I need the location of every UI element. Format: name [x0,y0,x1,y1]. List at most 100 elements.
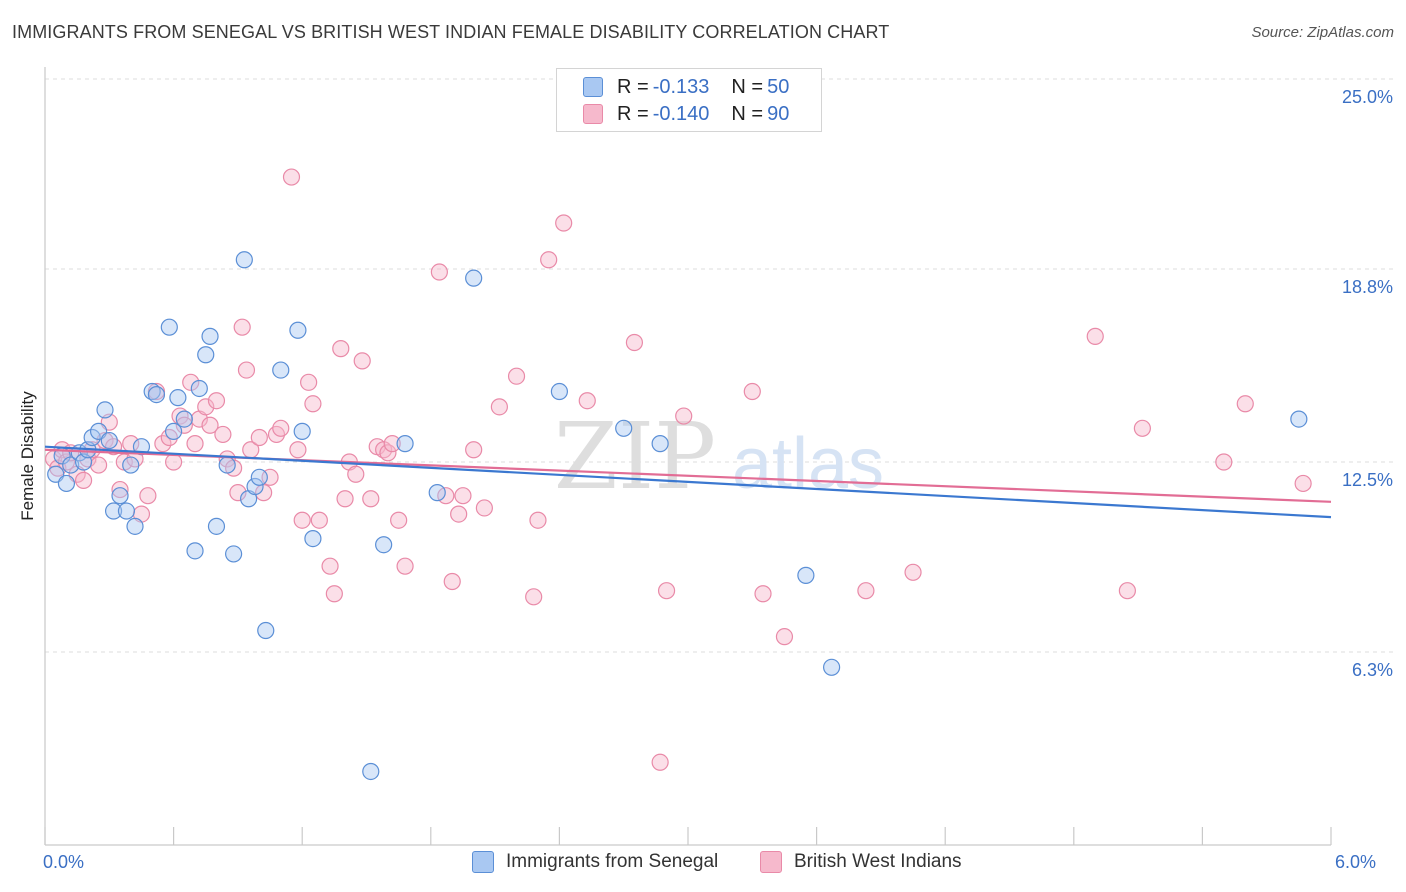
data-point [657,582,676,600]
data-point [197,398,215,416]
data-point [233,318,251,336]
data-point [428,484,446,502]
data-point [160,318,178,336]
data-point [362,490,380,508]
axes [44,67,1332,846]
data-point [229,484,247,502]
data-point [336,490,354,508]
data-point [250,428,268,447]
data-point [743,382,761,401]
y-axis-label: Female Disability [18,391,37,521]
data-point [375,536,393,554]
y-tick-label: 18.8% [1342,277,1393,297]
data-point [169,389,187,407]
data-point [383,435,401,453]
data-point [74,471,93,489]
data-point [186,435,204,453]
legend-label: Immigrants from Senegal [506,851,719,872]
x-tick-min: 0.0% [43,852,85,872]
data-point [111,487,129,505]
data-point [139,487,157,505]
data-point [117,502,136,520]
data-point [165,453,183,471]
data-point [207,517,226,535]
data-point [100,431,118,450]
data-point [625,333,644,352]
data-point [578,392,596,410]
data-point [1294,474,1312,493]
legend-swatch-blue [583,77,603,97]
data-point [165,422,183,440]
legend-swatch-pink [583,104,603,124]
source-label: Source: ZipAtlas.com [1251,24,1394,41]
data-point [237,361,256,379]
r-label: R = [617,102,649,125]
data-point [186,542,204,560]
data-point [246,477,264,496]
x-tick-max: 6.0% [1335,852,1377,872]
y-tick-label: 6.3% [1352,660,1393,680]
data-point [525,588,543,606]
data-point [257,621,275,640]
data-point [1215,453,1233,471]
data-point [396,557,414,575]
legend-item-senegal[interactable]: Immigrants from Senegal [472,851,718,873]
data-point [304,529,322,548]
data-point [122,456,140,474]
data-point [430,263,448,281]
data-point [465,441,483,459]
data-point [1236,395,1254,413]
data-point [465,269,483,287]
data-point [96,401,114,419]
data-point [235,251,253,269]
y-tick-label: 25.0% [1342,87,1393,107]
data-point [823,658,841,676]
data-point [1133,419,1151,437]
data-point [1290,410,1308,428]
data-point [225,545,243,563]
data-point [147,385,166,404]
data-point [1118,582,1136,600]
data-point [175,416,193,434]
data-point [396,435,414,453]
data-point [675,407,693,425]
data-point [218,456,236,474]
data-point [550,382,569,401]
r-label: R = [617,75,649,98]
data-point [529,511,547,529]
data-point [272,419,290,437]
data-point [96,431,114,450]
data-point [775,628,794,646]
data-point [89,456,108,474]
n-label: N = [731,102,764,125]
data-point [218,450,236,468]
legend-item-bwi[interactable]: British West Indians [760,851,962,873]
data-point [325,585,343,603]
data-point [57,474,76,493]
data-point [83,428,101,447]
data-point [857,582,875,600]
data-point [207,392,226,410]
data-point [62,456,80,474]
data-point [540,251,558,269]
data-point [379,444,397,462]
data-point [321,557,339,575]
data-point [304,395,322,413]
data-point [390,511,408,529]
data-point [615,419,633,437]
data-point [300,373,318,391]
data-point [282,168,301,186]
data-point [651,753,669,771]
data-point [214,425,232,444]
data-point [197,346,215,364]
data-point [353,352,371,370]
data-point [507,367,526,385]
data-point [289,441,307,459]
data-point [175,410,193,428]
data-point [250,468,268,486]
data-point [754,585,772,603]
data-point [347,465,365,483]
data-point [450,505,468,523]
data-point [443,572,461,591]
data-point [293,422,311,440]
